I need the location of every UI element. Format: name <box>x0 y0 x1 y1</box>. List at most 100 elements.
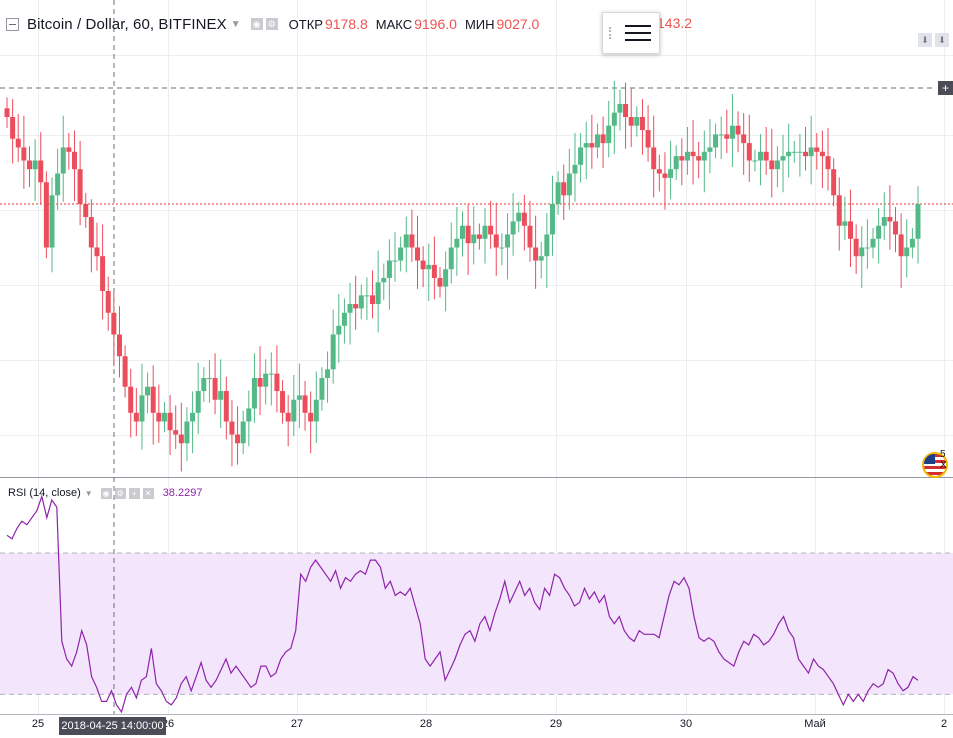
candle-body <box>263 373 269 387</box>
flag-canton <box>924 454 935 464</box>
candle-body <box>527 225 533 248</box>
candle-body <box>358 295 364 309</box>
candle-body <box>628 117 634 126</box>
gear-icon[interactable]: ⚙ <box>265 18 278 30</box>
rsi-gear-icon[interactable]: ⚙ <box>114 487 126 499</box>
rsi-eye-icon[interactable]: ◉ <box>100 487 112 499</box>
plus-button[interactable]: + <box>938 81 953 95</box>
candle-body <box>77 169 83 204</box>
collapse-icon[interactable] <box>6 17 19 31</box>
candle-body <box>88 217 94 248</box>
candle-body <box>836 195 842 226</box>
candle-body <box>313 399 319 422</box>
candle-body <box>752 160 758 162</box>
x-tick-label: Май <box>804 718 826 730</box>
candle-body <box>150 386 156 413</box>
symbol-title[interactable]: Bitcoin / Dollar, 60, BITFINEX <box>27 15 227 33</box>
candle-body <box>274 373 280 392</box>
rsi-add-icon[interactable]: + <box>128 487 140 499</box>
candle-body <box>651 147 657 170</box>
candle-body <box>729 125 735 139</box>
candle-body <box>173 430 179 435</box>
candle-body <box>443 269 449 287</box>
candle-body <box>431 264 437 278</box>
candle-body <box>415 247 421 261</box>
candle-body <box>128 386 134 413</box>
candle-body <box>257 378 263 387</box>
candle-body <box>617 103 623 113</box>
candle-body <box>797 151 803 153</box>
candle-body <box>876 225 882 239</box>
menu-button[interactable] <box>602 12 660 54</box>
rsi-legend: RSI (14, close) ▼ ◉ ⚙ + ✕ 38.2297 <box>8 485 202 501</box>
candle-body <box>713 134 719 148</box>
arrow-down-bar-icon[interactable]: ⬇ <box>935 33 949 47</box>
candle-body <box>38 160 44 183</box>
candle-body <box>71 151 77 170</box>
candle-body <box>555 182 561 204</box>
candle-body <box>510 221 516 235</box>
candle-body <box>375 282 381 305</box>
candle-body <box>460 225 465 239</box>
candle-body <box>347 304 353 313</box>
candle-body <box>808 147 814 157</box>
arrow-down-icon[interactable]: ⬇ <box>918 33 932 47</box>
candle-body <box>864 247 870 249</box>
candle-body <box>561 182 567 196</box>
candle-body <box>639 117 645 131</box>
candle-body <box>133 412 139 422</box>
close-value: 143.2 <box>657 15 693 31</box>
crosshair-time-label: 2018-04-25 14:00:00 <box>59 717 166 735</box>
us-flag-icon[interactable] <box>922 452 948 478</box>
candle-body <box>476 234 482 239</box>
candle-body <box>398 247 404 261</box>
rsi-close-icon[interactable]: ✕ <box>142 487 154 499</box>
candle-body <box>594 134 600 148</box>
chevron-down-icon[interactable]: ▼ <box>230 18 241 30</box>
candle-body <box>881 217 887 226</box>
candle-body <box>566 173 572 196</box>
low-label: МИН <box>464 16 495 32</box>
candle-body <box>493 234 499 248</box>
high-label: МАКС <box>375 16 413 32</box>
candle-body <box>206 378 212 379</box>
candle-body <box>696 156 702 161</box>
candle-body <box>690 151 696 157</box>
rsi-chevron-down-icon[interactable]: ▼ <box>84 488 93 498</box>
candle-body <box>325 369 331 378</box>
candle-body <box>904 247 910 257</box>
open-label: ОТКР <box>288 16 323 32</box>
drag-handle-icon[interactable] <box>609 27 615 39</box>
x-tick-label: 29 <box>549 718 563 730</box>
candle-body <box>853 238 859 257</box>
candle-body <box>195 391 201 413</box>
candle-body <box>746 143 752 161</box>
candle-body <box>572 164 578 174</box>
candle-body <box>167 412 173 431</box>
candle-body <box>471 234 477 244</box>
candle-body <box>600 134 606 144</box>
candle-body <box>448 247 454 270</box>
candle-body <box>4 108 10 117</box>
candle-body <box>229 421 235 435</box>
candle-body <box>668 169 674 178</box>
menu-icon-line-2 <box>625 32 651 34</box>
candle-body <box>201 378 207 392</box>
candle-body <box>280 391 286 413</box>
candle-body <box>212 378 218 400</box>
candle-body <box>634 117 640 126</box>
candle-body <box>533 247 539 261</box>
candle-body <box>606 125 612 144</box>
rsi-label[interactable]: RSI (14, close) <box>8 487 81 499</box>
candle-body <box>437 277 443 287</box>
candle-body <box>420 260 426 270</box>
candle-body <box>268 373 274 375</box>
x-tick-label: 25 <box>31 718 45 730</box>
eye-icon[interactable]: ◉ <box>250 18 263 30</box>
candle-body <box>589 143 595 148</box>
candle-body <box>769 160 775 170</box>
main-legend: Bitcoin / Dollar, 60, BITFINEX ▼ ◉ ⚙ ОТК… <box>6 14 539 34</box>
candle-body <box>319 378 325 400</box>
rsi-line <box>6 494 919 714</box>
